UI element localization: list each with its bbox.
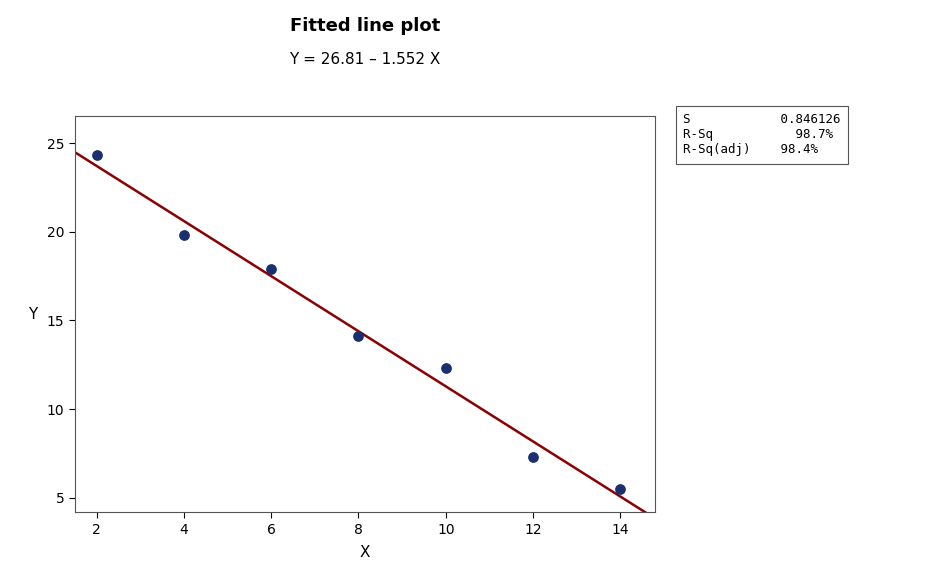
Point	[525, 452, 540, 462]
Text: Fitted line plot: Fitted line plot	[290, 17, 440, 36]
Point	[264, 264, 279, 274]
Point	[613, 484, 628, 494]
Text: S            0.846126
R-Sq           98.7%
R-Sq(adj)    98.4%: S 0.846126 R-Sq 98.7% R-Sq(adj) 98.4%	[683, 113, 841, 157]
Point	[438, 364, 453, 373]
Point	[351, 332, 366, 341]
Y-axis label: Y: Y	[28, 307, 37, 322]
Point	[89, 151, 104, 160]
Point	[177, 230, 192, 240]
Text: Y = 26.81 – 1.552 X: Y = 26.81 – 1.552 X	[289, 52, 441, 68]
X-axis label: X: X	[359, 545, 371, 560]
